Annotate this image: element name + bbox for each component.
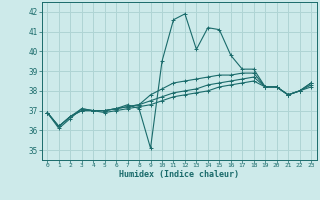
X-axis label: Humidex (Indice chaleur): Humidex (Indice chaleur): [119, 170, 239, 179]
